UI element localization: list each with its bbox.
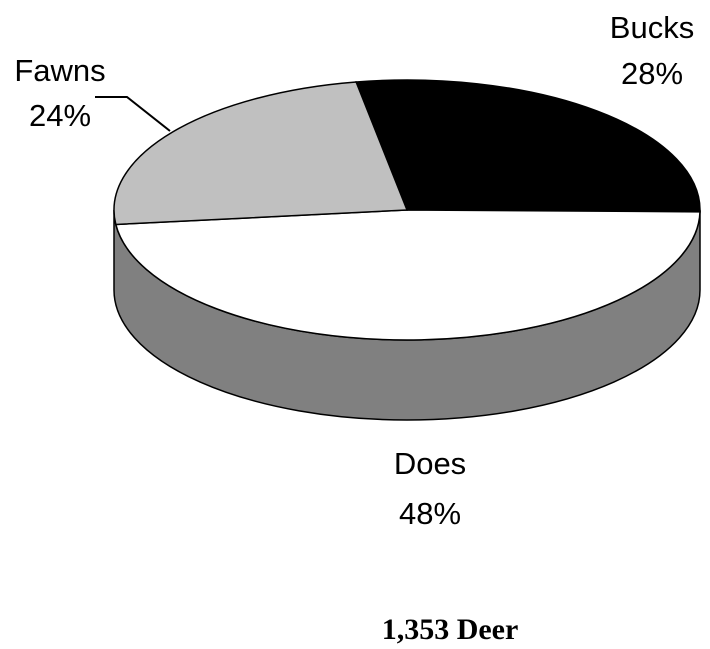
slice-value-label: 28% [621,56,683,91]
pie-slice [355,79,701,213]
slice-value-label: 24% [29,98,91,133]
slice-value-label: 48% [399,496,461,531]
slice-label: Fawns [14,53,105,88]
pie-slice [114,209,701,341]
slice-label: Does [394,446,466,481]
chart-caption: 1,353 Deer [382,613,519,646]
leader-line [95,96,171,132]
slice-label: Bucks [610,10,694,45]
pie-slice [113,81,409,226]
